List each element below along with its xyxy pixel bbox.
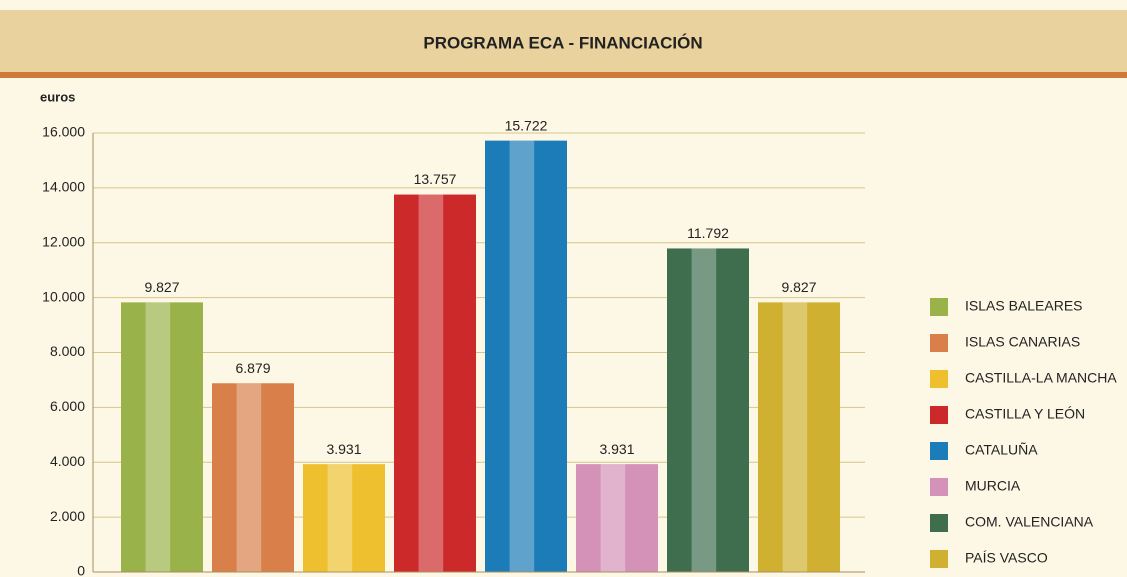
y-axis-label: euros — [40, 89, 75, 104]
bar — [485, 140, 567, 572]
y-tick-label: 6.000 — [50, 398, 85, 414]
y-tick-label: 10.000 — [42, 288, 85, 304]
legend-swatch — [930, 370, 948, 388]
legend-swatch — [930, 478, 948, 496]
bar — [394, 194, 476, 573]
y-tick-label: 2.000 — [50, 508, 85, 524]
y-tick-label: 0 — [77, 563, 85, 577]
value-label: 9.827 — [144, 279, 179, 295]
bar-shine — [782, 302, 808, 572]
bar — [667, 248, 749, 572]
bar — [212, 383, 294, 572]
value-label: 6.879 — [235, 360, 270, 376]
legend-label: CASTILLA-LA MANCHA — [965, 370, 1117, 386]
bar-shine — [327, 464, 353, 572]
bar — [576, 464, 658, 572]
legend-label: PAÍS VASCO — [965, 550, 1048, 566]
value-label: 11.792 — [687, 225, 729, 241]
value-label: 15.722 — [505, 117, 548, 133]
legend-label: CASTILLA Y LEÓN — [965, 406, 1085, 422]
y-tick-label: 14.000 — [42, 179, 85, 195]
value-label: 3.931 — [326, 441, 361, 457]
legend-swatch — [930, 514, 948, 532]
bar-shine — [418, 194, 444, 573]
legend-swatch — [930, 406, 948, 424]
value-label: 13.757 — [414, 171, 457, 187]
legend-label: ISLAS CANARIAS — [965, 334, 1080, 350]
legend-label: ISLAS BALEARES — [965, 298, 1083, 314]
bar-shine — [236, 383, 262, 572]
y-tick-label: 8.000 — [50, 343, 85, 359]
legend-label: MURCIA — [965, 478, 1021, 494]
legend-label: CATALUÑA — [965, 442, 1038, 458]
header-rule — [0, 72, 1127, 78]
header-band — [0, 10, 1127, 72]
value-label: 3.931 — [599, 441, 634, 457]
y-tick-label: 4.000 — [50, 453, 85, 469]
legend-swatch — [930, 550, 948, 568]
legend-swatch — [930, 442, 948, 460]
y-tick-label: 12.000 — [42, 233, 85, 249]
bar-shine — [691, 248, 717, 572]
bar — [303, 464, 385, 572]
bar-shine — [509, 140, 535, 572]
bar-shine — [145, 302, 171, 572]
y-tick-label: 16.000 — [42, 124, 85, 140]
chart-title: PROGRAMA ECA - FINANCIACIÓN — [423, 33, 702, 52]
bar — [758, 302, 840, 572]
legend-swatch — [930, 298, 948, 316]
bar — [121, 302, 203, 572]
legend-label: COM. VALENCIANA — [965, 514, 1094, 530]
legend-swatch — [930, 334, 948, 352]
value-label: 9.827 — [781, 279, 816, 295]
bar-shine — [600, 464, 626, 572]
